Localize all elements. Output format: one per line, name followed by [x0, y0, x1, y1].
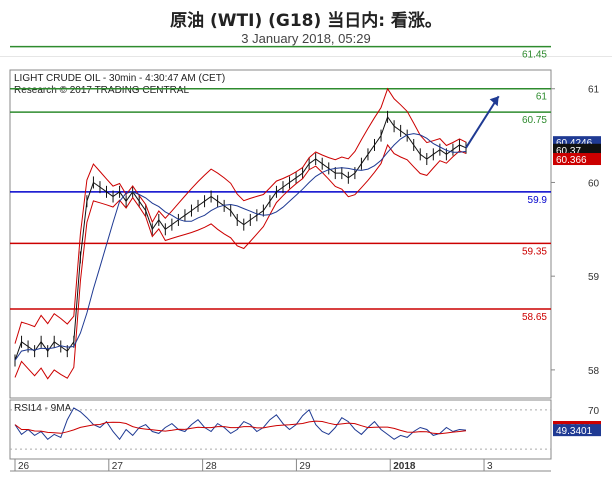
moving-average-line	[14, 133, 467, 361]
x-tick-label: 29	[299, 461, 311, 472]
y-tick-label: 59	[588, 272, 600, 283]
level-label: 61	[536, 92, 548, 103]
upper-band-line	[14, 87, 467, 344]
trend-arrow-head	[489, 96, 499, 107]
x-tick-label: 26	[18, 461, 30, 472]
chart-subtitle: Research © 2017 TRADING CENTRAL	[14, 85, 189, 96]
price-tag-label: 60.366	[556, 155, 587, 166]
price-line	[14, 115, 467, 361]
x-tick-label: 3	[487, 461, 493, 472]
x-tick-label: 27	[112, 461, 124, 472]
x-tick-label: 2018	[393, 461, 416, 472]
rsi-tag-label: 49.3401	[556, 426, 593, 437]
rsi-tag	[553, 424, 601, 437]
y-tick-label: 61	[588, 85, 600, 96]
rsi-line	[14, 407, 467, 441]
chart-title: LIGHT CRUDE OIL - 30min - 4:30:47 AM (CE…	[14, 73, 225, 84]
trend-arrow	[465, 95, 500, 149]
x-tick-label: 28	[206, 461, 218, 472]
price-tag	[553, 143, 601, 156]
header: 原油 (WTI) (G18) 当日内: 看涨。 3 January 2018, …	[0, 0, 612, 57]
price-tag-label: 60.4246	[556, 138, 593, 149]
level-label: 59.9	[528, 195, 548, 206]
level-label: 59.35	[522, 246, 547, 257]
level-label: 58.65	[522, 312, 547, 323]
rsi-tick-label: 70	[588, 406, 600, 417]
level-label: 61.45	[522, 50, 547, 61]
main-panel	[9, 69, 552, 399]
price-tag	[553, 153, 601, 166]
page-subtitle: 3 January 2018, 05:29	[241, 31, 371, 46]
page-title: 原油 (WTI) (G18) 当日内: 看涨。	[170, 11, 442, 31]
y-tick-label: 58	[588, 366, 600, 377]
price-tag-label: 60.37	[556, 146, 581, 157]
rsi-ma-line	[14, 420, 467, 435]
rsi-panel	[9, 399, 552, 460]
level-label: 60.75	[522, 115, 547, 126]
y-tick-label: 60	[588, 178, 600, 189]
rsi-title: RSI14 - 9MA	[14, 403, 72, 414]
